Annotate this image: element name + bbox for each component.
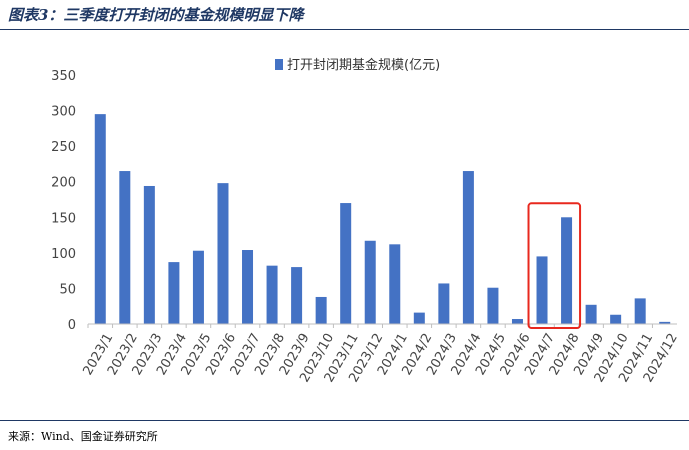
y-tick-label: 250 [51, 140, 76, 155]
y-tick-label: 200 [51, 176, 76, 191]
y-tick-label: 350 [51, 69, 76, 84]
footer-rule [0, 420, 689, 421]
bar [561, 217, 573, 324]
y-tick-label: 300 [51, 105, 76, 120]
bar [536, 256, 548, 324]
bar [315, 296, 327, 324]
bar [413, 312, 425, 324]
y-tick-label: 0 [68, 318, 76, 333]
bar [634, 298, 646, 324]
bar [168, 262, 180, 324]
bar [438, 283, 450, 324]
bar [217, 183, 229, 324]
y-tick-label: 150 [51, 211, 76, 226]
legend-label: 打开封闭期基金规模(亿元) [287, 57, 440, 73]
bar [487, 287, 499, 324]
bar [192, 250, 204, 324]
title-rule [0, 29, 689, 30]
bar [659, 321, 671, 324]
legend-swatch [275, 59, 283, 70]
y-tick-label: 50 [59, 282, 76, 297]
x-axis: 2023/12023/22023/32023/42023/52023/62023… [80, 324, 681, 385]
bar [94, 114, 106, 324]
bar [511, 319, 523, 324]
y-axis: 0 50 100 150 200 250 300 350 [51, 69, 76, 333]
bar [143, 185, 155, 324]
bar [462, 171, 474, 324]
bar [610, 314, 622, 324]
bar [389, 244, 401, 324]
chart-legend: 打开封闭期基金规模(亿元) [275, 57, 440, 73]
figure-title: 图表3：三季度打开封闭的基金规模明显下降 [8, 6, 304, 24]
source-note: 来源：Wind、国金证券研究所 [8, 430, 158, 443]
bar [340, 203, 352, 324]
bar [266, 265, 278, 324]
bar [585, 304, 597, 324]
y-tick-label: 100 [51, 247, 76, 262]
highlight-box [527, 202, 582, 330]
bar-series [94, 114, 671, 324]
bar [364, 240, 376, 324]
bar [291, 267, 303, 324]
bar [119, 171, 131, 324]
bar-chart: 打开封闭期基金规模(亿元) 0 50 100 150 200 250 300 350 2023… [51, 57, 681, 385]
bar [242, 250, 254, 324]
